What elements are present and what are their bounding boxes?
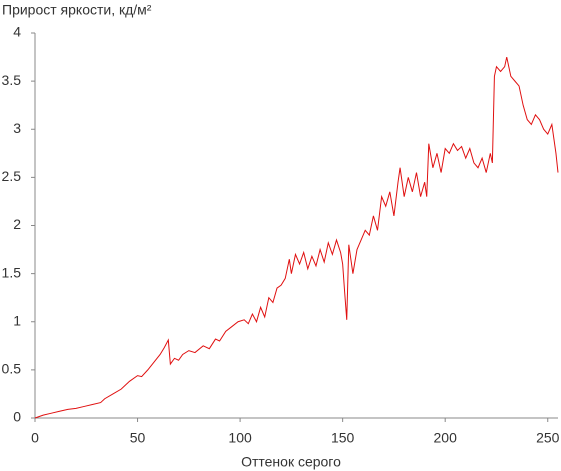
x-tick-label: 200 (434, 430, 458, 446)
y-tick-label: 2 (13, 216, 21, 232)
x-tick-label: 150 (331, 430, 355, 446)
x-axis-title: Оттенок серого (241, 454, 341, 470)
y-axis-title: Прирост яркости, кд/м² (2, 2, 152, 18)
y-tick-label: 1.5 (2, 264, 22, 280)
y-tick-label: 4 (13, 24, 21, 40)
x-tick-label: 100 (228, 430, 252, 446)
y-tick-label: 0.5 (2, 361, 22, 377)
data-line (34, 56, 559, 419)
x-tick-label: 250 (536, 430, 560, 446)
y-tick-label: 3 (13, 120, 21, 136)
x-tick-label: 50 (130, 430, 146, 446)
y-tick-label: 1 (13, 312, 21, 328)
y-tick-label: 2.5 (2, 168, 22, 184)
y-tick-label: 0 (13, 409, 21, 425)
y-tick-label: 3.5 (2, 72, 22, 88)
x-tick-label: 0 (31, 430, 39, 446)
